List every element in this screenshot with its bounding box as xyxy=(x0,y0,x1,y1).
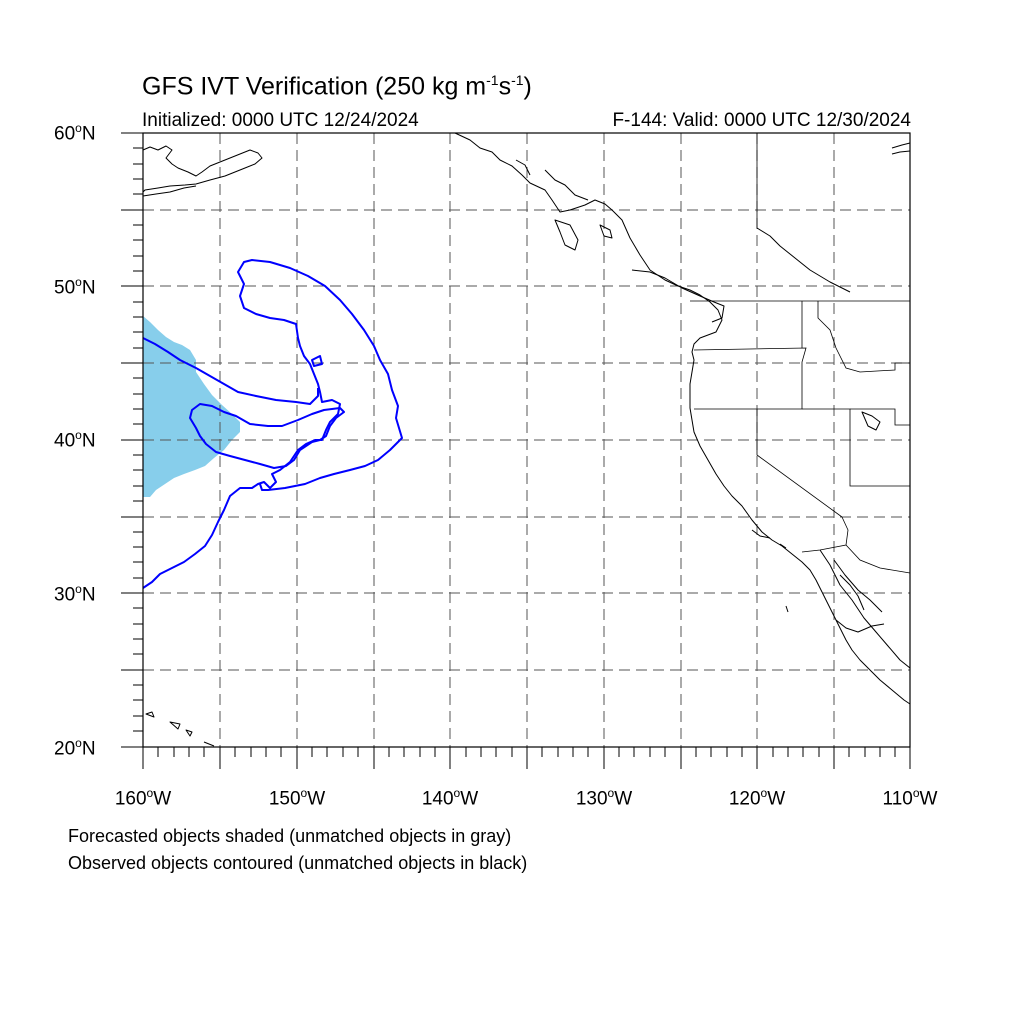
lon-label-110w: 110oW xyxy=(882,786,938,810)
axis-ticks xyxy=(121,132,911,769)
observed-object-small xyxy=(311,355,323,367)
grid-lines xyxy=(143,133,910,747)
lon-label-150w: 150oW xyxy=(268,786,326,810)
lat-label-60n: 60oN xyxy=(54,121,96,145)
lon-label-120w: 120oW xyxy=(728,786,786,810)
lon-label-130w: 130oW xyxy=(575,786,633,810)
lat-label-40n: 40oN xyxy=(54,428,96,452)
observed-object-loop xyxy=(189,403,345,469)
political-borders xyxy=(690,133,911,574)
valid-time-label: F-144: Valid: 0000 UTC 12/30/2024 xyxy=(612,110,911,131)
legend-note-forecast: Forecasted objects shaded (unmatched obj… xyxy=(68,826,512,846)
init-time-label: Initialized: 0000 UTC 12/24/2024 xyxy=(142,110,419,131)
lat-label-20n: 20oN xyxy=(54,736,96,760)
observed-contours xyxy=(142,259,403,589)
legend-note-observed: Observed objects contoured (unmatched ob… xyxy=(68,853,528,873)
observed-object-outer xyxy=(142,259,403,589)
lon-label-140w: 140oW xyxy=(421,786,479,810)
lat-label-30n: 30oN xyxy=(54,582,96,606)
forecast-object-shaded xyxy=(143,316,240,497)
lat-label-50n: 50oN xyxy=(54,275,96,299)
coastlines xyxy=(142,132,911,747)
observed-object-inner xyxy=(142,337,319,405)
lon-label-160w: 160oW xyxy=(114,786,172,810)
chart-title: GFS IVT Verification (250 kg m-1s-1) xyxy=(142,72,532,101)
